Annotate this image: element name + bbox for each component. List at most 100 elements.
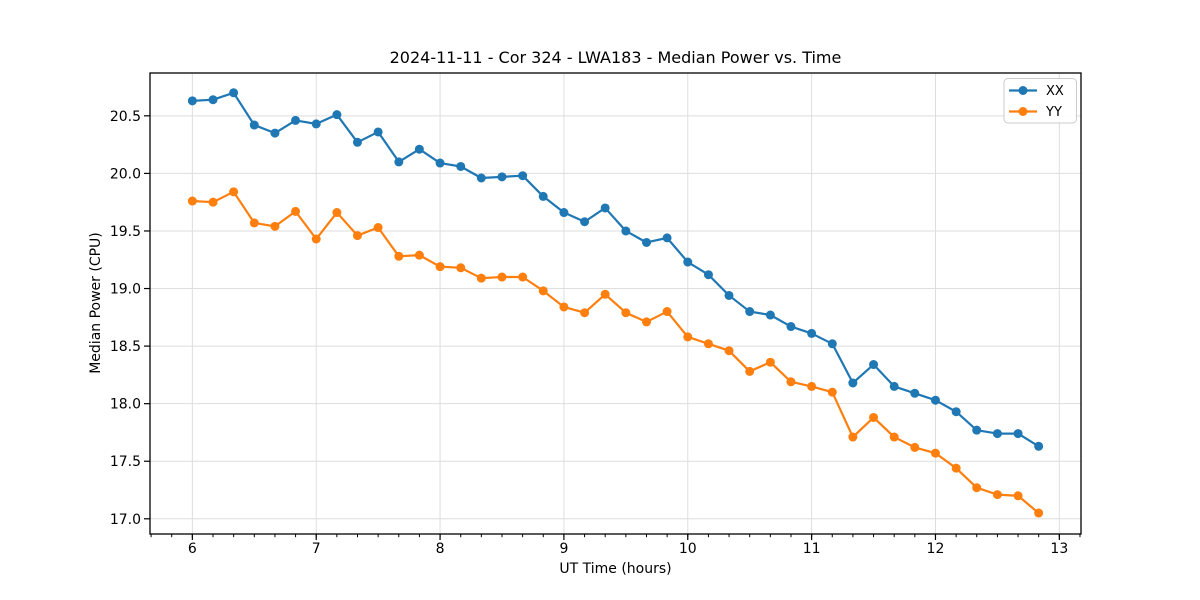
legend-marker (1018, 107, 1028, 116)
series-XX-marker (827, 339, 837, 349)
series-XX-marker (600, 203, 610, 213)
series-XX-marker (786, 322, 796, 332)
series-YY-marker (559, 302, 569, 312)
series-XX-marker (951, 407, 961, 417)
series-XX-marker (518, 171, 528, 181)
series-YY-marker (311, 234, 321, 244)
series-XX-marker (621, 226, 631, 236)
x-tick-label: 6 (188, 541, 197, 557)
series-YY-marker (910, 442, 920, 452)
series-XX-marker (1013, 429, 1023, 439)
series-YY-marker (332, 208, 342, 218)
series-XX-marker (724, 290, 734, 300)
series-YY-marker (187, 196, 197, 206)
x-tick-label: 13 (1050, 541, 1068, 557)
series-XX-marker (476, 173, 486, 183)
series-YY-marker (600, 289, 610, 299)
series-XX-marker (765, 310, 775, 320)
series-YY-marker (869, 412, 879, 422)
legend-item-XX: XX (1009, 84, 1064, 99)
series-XX-marker (662, 233, 672, 243)
y-tick-label: 20.0 (110, 166, 141, 182)
series-XX-marker (249, 120, 259, 130)
series-XX-marker (972, 425, 982, 435)
series-XX-marker (414, 144, 424, 154)
series-XX-marker (642, 237, 652, 247)
y-tick-label: 17.0 (110, 512, 141, 528)
series-XX-marker (745, 307, 755, 317)
series-XX-marker (187, 96, 197, 106)
series-XX-marker (1034, 441, 1044, 451)
series-XX-marker (332, 110, 342, 120)
series-YY-marker (662, 307, 672, 317)
series-XX-marker (683, 257, 693, 267)
x-axis-label: UT Time (hours) (559, 561, 672, 577)
series-YY-marker (683, 332, 693, 342)
series-XX-marker (435, 158, 445, 168)
series-YY-marker (373, 223, 383, 233)
series-YY-marker (414, 250, 424, 260)
series-XX-marker (930, 395, 940, 405)
x-tick-label: 7 (312, 541, 321, 557)
series-XX-marker (889, 381, 899, 391)
series-XX-marker (497, 172, 507, 182)
series-YY-marker (456, 263, 466, 273)
series-XX-marker (910, 388, 920, 398)
x-tick-label: 10 (679, 541, 697, 557)
series-YY-marker (765, 357, 775, 367)
series-YY-marker (249, 218, 259, 228)
y-tick-label: 17.5 (110, 454, 141, 470)
series-YY-marker (930, 448, 940, 458)
series-XX-marker (229, 88, 239, 98)
legend: XX YY (1003, 78, 1077, 124)
series-YY-marker (1013, 491, 1023, 501)
series-XX-marker (580, 217, 590, 227)
legend-label: YY (1045, 105, 1062, 120)
series-XX-marker (208, 95, 218, 105)
series-XX-marker (311, 119, 321, 129)
series-YY-marker (394, 251, 404, 261)
series-YY-marker (786, 377, 796, 387)
chart-title: 2024-11-11 - Cor 324 - LWA183 - Median P… (389, 48, 842, 67)
series-YY-marker (229, 187, 239, 197)
y-tick-label: 19.5 (110, 224, 141, 240)
legend-box (1003, 78, 1077, 124)
series-XX-marker (559, 208, 569, 218)
series-YY-marker (270, 221, 280, 231)
series-XX-marker (869, 360, 879, 370)
series-YY-marker (497, 272, 507, 282)
series-YY-marker (972, 483, 982, 493)
series-YY-marker (827, 387, 837, 397)
series-YY-marker (291, 206, 301, 216)
series-YY-marker (889, 432, 899, 442)
series-XX-marker (703, 270, 713, 280)
series-YY-marker (435, 262, 445, 272)
series-YY-marker (745, 366, 755, 376)
series-YY-marker (208, 197, 218, 207)
series-YY-marker (951, 463, 961, 473)
series-XX-marker (848, 378, 858, 388)
legend-label: XX (1046, 84, 1064, 99)
x-tick-label: 8 (436, 541, 445, 557)
series-XX-marker (992, 429, 1002, 439)
series-YY-marker (724, 346, 734, 356)
legend-item-YY: YY (1009, 105, 1062, 120)
series-YY-marker (518, 272, 528, 282)
series-YY-marker (703, 339, 713, 349)
series-XX-marker (352, 137, 362, 147)
series-YY-marker (476, 273, 486, 283)
series-YY-marker (580, 308, 590, 318)
series-XX-marker (456, 161, 466, 171)
series-YY-marker (621, 308, 631, 318)
series-YY-marker (848, 432, 858, 442)
y-tick-label: 19.0 (110, 282, 141, 298)
y-tick-label: 18.0 (110, 397, 141, 413)
legend-marker (1018, 86, 1028, 95)
x-tick-label: 9 (559, 541, 568, 557)
series-XX-marker (807, 328, 817, 338)
x-tick-label: 11 (803, 541, 821, 557)
series-YY-marker (992, 490, 1002, 500)
series-XX-marker (270, 128, 280, 138)
